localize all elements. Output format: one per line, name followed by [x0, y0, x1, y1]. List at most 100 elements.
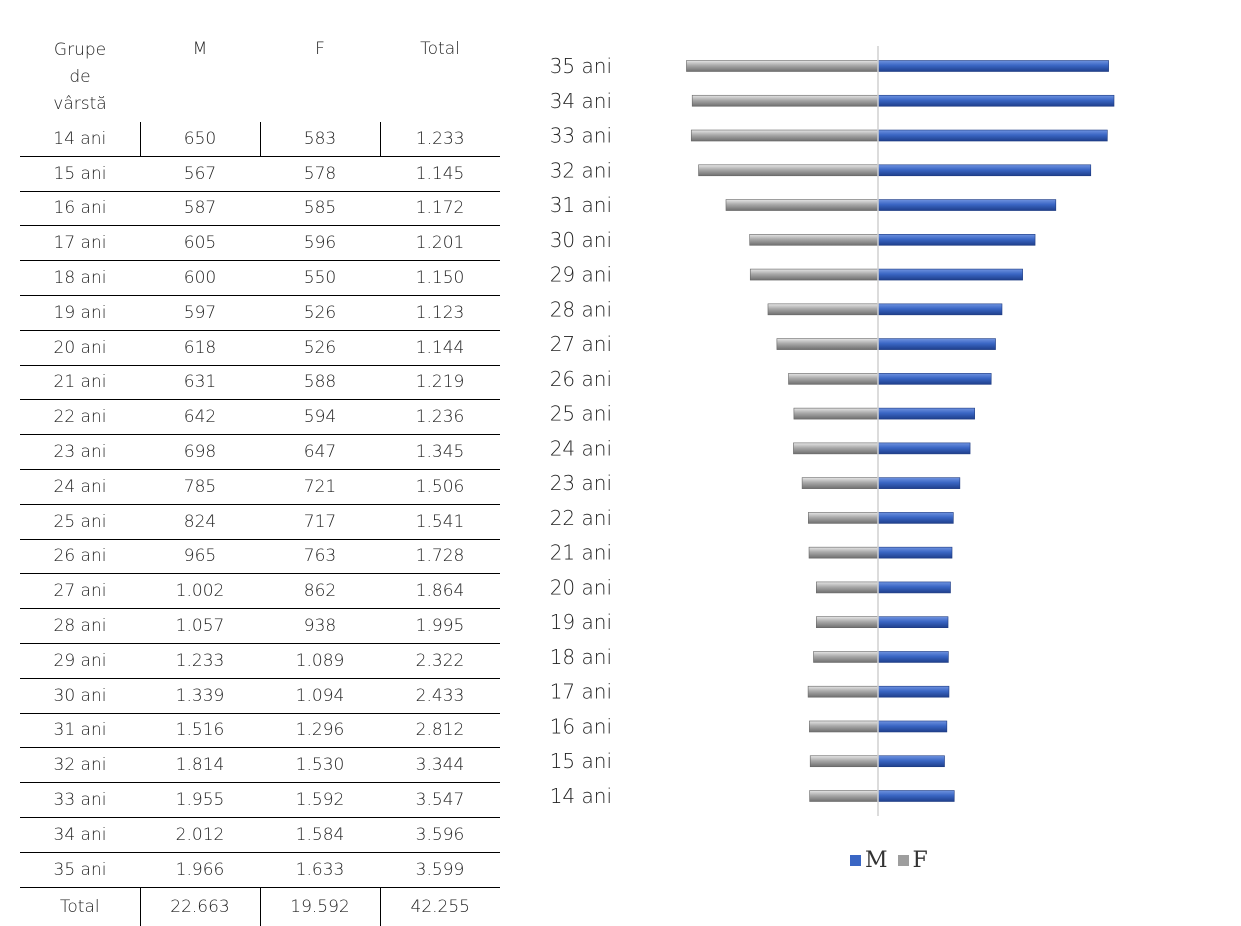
table-row: 35 ani 1.966 1.633 3.599	[20, 852, 500, 888]
cell-f: 721	[260, 469, 380, 505]
total-cell-total: 42.255	[379, 887, 500, 926]
y-tick-label: 35 ani	[550, 54, 612, 78]
cell-age: 15 ani	[20, 156, 140, 192]
cell-m: 785	[140, 469, 260, 505]
cell-total: 1.233	[379, 122, 500, 157]
table-row: 26 ani 965 763 1.728	[20, 539, 500, 575]
table-row: 25 ani 824 717 1.541	[20, 504, 500, 540]
bar-m	[877, 477, 961, 489]
cell-f: 862	[260, 573, 380, 610]
bar-f	[813, 651, 879, 663]
bar-m	[877, 755, 945, 768]
cell-age: 32 ani	[20, 747, 140, 784]
cell-age: 33 ani	[20, 782, 140, 818]
y-tick-label: 18 ani	[550, 645, 612, 669]
pyramid-svg: 14 ani 15 ani 16 ani 17 ani 18 ani 19 ani 20 a…	[550, 46, 1115, 816]
header-m: M	[192, 39, 208, 59]
cell-age: 25 ani	[20, 504, 140, 540]
bar-f	[686, 60, 879, 72]
chart-legend: M F	[850, 848, 928, 873]
age-group-table: Grupe de vârstă M F Total 14 ani 650 583 1.…	[20, 6, 500, 926]
cell-f: 1.089	[260, 643, 380, 679]
header-total: Total	[420, 39, 460, 59]
table-row: 15 ani 567 578 1.145	[20, 156, 500, 192]
cell-total: 3.599	[380, 852, 500, 888]
cell-m: 631	[140, 365, 260, 401]
bar-f	[690, 129, 879, 142]
table-total-row: Total 22.663 19.592 42.255	[20, 887, 500, 926]
cell-m: 650	[139, 122, 260, 157]
cell-age: 16 ani	[20, 191, 140, 227]
y-tick-label: 22 ani	[550, 506, 612, 530]
cell-total: 1.236	[380, 399, 500, 436]
cell-total: 1.864	[380, 573, 500, 610]
table-row: 30 ani 1.339 1.094 2.433	[20, 678, 500, 714]
bar-m	[877, 164, 1092, 177]
cell-m: 1.057	[140, 608, 260, 644]
bar-f	[816, 616, 879, 628]
cell-total: 1.728	[380, 539, 500, 575]
bar-f	[749, 234, 879, 246]
table-row: 18 ani 600 550 1.150	[20, 260, 500, 296]
cell-total: 1.541	[380, 504, 500, 540]
bar-m	[877, 442, 971, 455]
y-tick-label: 15 ani	[550, 749, 612, 773]
cell-f: 1.592	[260, 782, 380, 818]
cell-age: 19 ani	[20, 295, 140, 331]
cell-m: 618	[140, 330, 260, 366]
legend-label-m: M	[865, 848, 888, 873]
y-tick-label: 23 ani	[550, 471, 612, 495]
legend-swatch-m	[850, 855, 861, 866]
cell-total: 1.145	[380, 156, 500, 192]
bar-m	[877, 616, 949, 628]
cell-age: 21 ani	[20, 365, 140, 401]
bar-m	[877, 685, 950, 698]
header-age-line-1: Grupe	[53, 40, 107, 60]
legend-item-f: F	[897, 848, 928, 873]
y-tick-label: 34 ani	[550, 89, 612, 113]
bar-f	[698, 164, 879, 177]
total-cell-age: Total	[59, 896, 100, 917]
cell-total: 3.344	[380, 747, 500, 784]
legend-item-m: M	[850, 848, 888, 873]
y-tick-label: 16 ani	[550, 714, 612, 738]
total-cell-f: 19.592	[259, 887, 380, 926]
cell-f: 938	[260, 608, 380, 644]
table-header-row: Grupe de vârstă M F Total	[20, 6, 500, 122]
y-tick-label: 31 ani	[550, 193, 612, 217]
cell-f: 583	[259, 122, 380, 157]
bar-f	[793, 442, 879, 455]
header-age-group: Grupe de vârstă	[20, 6, 140, 122]
y-tick-label: 26 ani	[550, 367, 612, 391]
cell-age: 28 ani	[20, 608, 140, 644]
bar-m	[877, 338, 996, 350]
cell-m: 1.955	[140, 782, 260, 818]
total-cell-m: 22.663	[139, 887, 260, 926]
bar-f	[809, 790, 879, 802]
bar-m	[877, 546, 953, 559]
cell-f: 526	[260, 295, 380, 331]
cell-total: 1.219	[380, 365, 500, 401]
bar-m	[877, 60, 1109, 72]
bar-f	[809, 755, 879, 768]
cell-age: 30 ani	[20, 678, 140, 714]
cell-f: 596	[260, 225, 380, 262]
bar-f	[788, 373, 879, 385]
cell-age: 35 ani	[20, 852, 140, 888]
y-tick-label: 32 ani	[550, 158, 612, 182]
bar-m	[877, 268, 1023, 281]
cell-age: 31 ani	[20, 713, 140, 749]
bar-m	[877, 94, 1115, 107]
cell-m: 1.233	[140, 643, 260, 679]
table-row: 33 ani 1.955 1.592 3.547	[20, 782, 500, 818]
header-age-line-2: de	[69, 67, 91, 87]
cell-m: 597	[140, 295, 260, 331]
cell-f: 1.094	[260, 678, 380, 714]
cell-m: 642	[140, 399, 260, 436]
cell-f: 717	[260, 504, 380, 540]
cell-total: 2.433	[380, 678, 500, 714]
bar-m	[877, 129, 1108, 142]
y-tick-label: 27 ani	[550, 332, 612, 356]
y-tick-label: 17 ani	[550, 680, 612, 704]
bar-f	[808, 546, 879, 559]
